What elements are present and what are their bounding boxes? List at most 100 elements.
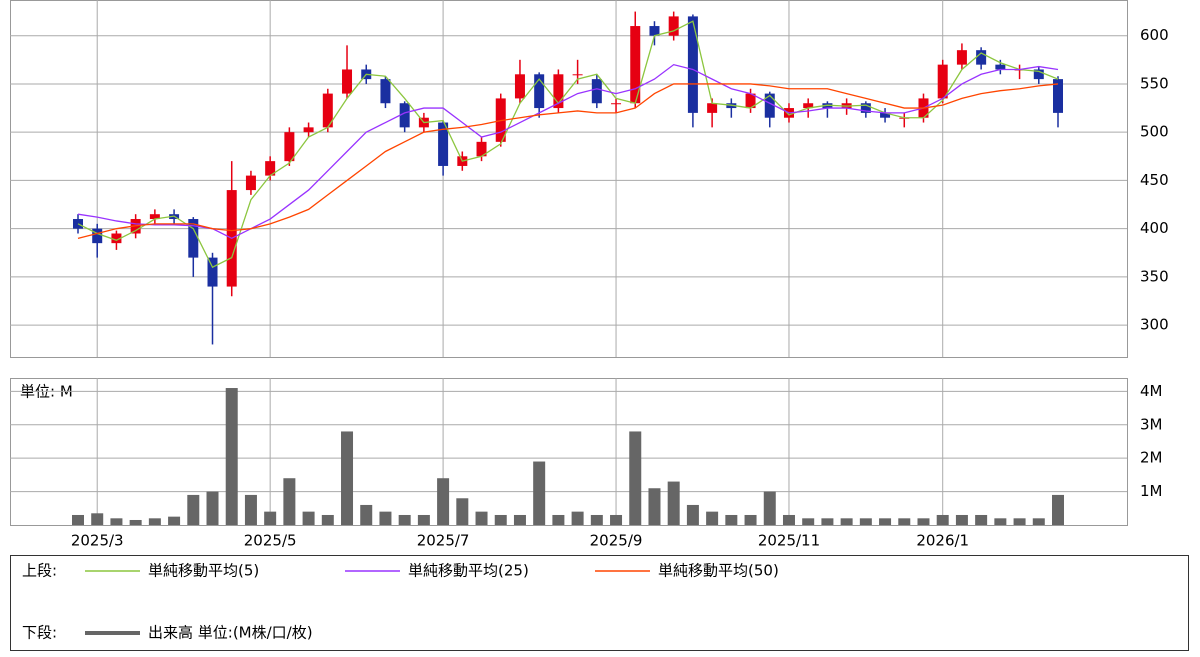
volume-bar	[398, 514, 411, 525]
candle-body	[149, 214, 160, 220]
candle-body	[707, 103, 718, 113]
volume-bar	[610, 514, 623, 525]
candle-body	[111, 233, 122, 244]
y-tick-label: 4M	[1140, 382, 1163, 400]
candle-body	[764, 93, 775, 118]
volume-bar	[763, 491, 776, 525]
y-tick-label: 300	[1140, 316, 1169, 334]
volume-bar	[859, 518, 872, 525]
x-tick-label: 2025/9	[590, 532, 643, 550]
volume-bar	[360, 504, 373, 525]
volume-bar	[1052, 494, 1064, 525]
candle-body	[553, 74, 564, 109]
candle-body	[399, 103, 410, 128]
candle-body	[668, 16, 679, 36]
candle-body	[687, 16, 698, 113]
x-tick-label: 2025/3	[71, 532, 124, 550]
volume-bar	[994, 518, 1007, 525]
volume-bar	[629, 431, 642, 525]
volume-bar	[725, 514, 738, 525]
candle-body	[880, 112, 891, 118]
volume-bar	[533, 461, 546, 525]
y-tick-label: 400	[1140, 219, 1169, 237]
volume-bar	[706, 511, 719, 525]
candle-body	[342, 69, 353, 94]
candle-body	[976, 50, 987, 65]
volume-bar	[1013, 518, 1026, 525]
candle-body	[265, 161, 276, 176]
volume-bar	[782, 514, 795, 525]
candle-body	[937, 64, 948, 99]
candle-body	[284, 132, 295, 162]
x-tick-label: 2025/5	[244, 532, 297, 550]
volume-bar	[802, 518, 815, 525]
y-tick-label: 350	[1140, 267, 1169, 285]
volume-bar	[936, 514, 949, 525]
y-tick-label: 2M	[1140, 449, 1163, 467]
candle-body	[956, 50, 967, 65]
candle-body	[649, 26, 660, 36]
volume-bar	[552, 514, 565, 525]
volume-bar	[686, 504, 699, 525]
volume-bar	[494, 514, 507, 525]
candle-body	[630, 26, 641, 104]
volume-bar	[590, 514, 603, 525]
volume-bar	[321, 514, 334, 525]
volume-bar	[475, 511, 488, 525]
volume-bar	[744, 514, 757, 525]
candle-body	[514, 74, 525, 99]
volume-bar	[456, 498, 469, 525]
y-tick-label: 500	[1140, 123, 1169, 141]
candle-body	[745, 93, 756, 109]
candle-body	[322, 93, 333, 128]
volume-bar	[283, 478, 296, 525]
x-tick-label: 2026/1	[916, 532, 969, 550]
y-tick-label: 1M	[1140, 482, 1163, 500]
volume-bar	[975, 514, 988, 525]
volume-bar	[821, 518, 834, 525]
volume-panel	[10, 378, 1128, 526]
volume-bar	[187, 494, 200, 525]
candle-body	[860, 103, 871, 113]
volume-bar	[302, 511, 315, 525]
candle-body	[245, 175, 256, 191]
y-tick-label: 450	[1140, 171, 1169, 189]
volume-bar	[72, 514, 84, 525]
legend-label: 単純移動平均(50)	[658, 562, 779, 580]
candle-body	[1033, 69, 1044, 80]
candle-body	[188, 219, 199, 258]
legend-label: 上段:	[22, 562, 57, 580]
volume-bar	[341, 431, 354, 525]
volume-bar	[148, 518, 161, 525]
volume-bar	[129, 519, 142, 525]
candle-body	[534, 74, 545, 109]
volume-bar	[417, 514, 430, 525]
volume-bar	[225, 388, 238, 525]
candle-body	[803, 103, 814, 109]
candle-body	[572, 74, 583, 76]
volume-bar	[648, 488, 661, 525]
volume-bar	[168, 516, 181, 525]
candle-body	[92, 228, 103, 244]
legend-label: 下段:	[22, 624, 57, 642]
legend-label: 出来高 単位:(M株/口/枚)	[148, 624, 313, 642]
candle-body	[303, 127, 314, 133]
candle-body	[995, 64, 1006, 70]
candle-body	[207, 257, 218, 287]
y-tick-label: 600	[1140, 26, 1169, 44]
candle-body	[591, 79, 602, 104]
y-tick-label: 550	[1140, 74, 1169, 92]
candle-body	[476, 141, 487, 157]
ma-line	[77, 63, 1059, 240]
volume-bar	[879, 518, 892, 525]
volume-bar	[379, 511, 392, 525]
legend-label: 単純移動平均(5)	[148, 562, 259, 580]
price-panel	[10, 0, 1128, 358]
ma-line	[77, 83, 1059, 239]
candle-body	[611, 103, 622, 105]
volume-bar	[955, 514, 968, 525]
candle-body	[380, 79, 391, 104]
volume-bar	[206, 491, 219, 525]
volume-bar	[667, 481, 680, 525]
